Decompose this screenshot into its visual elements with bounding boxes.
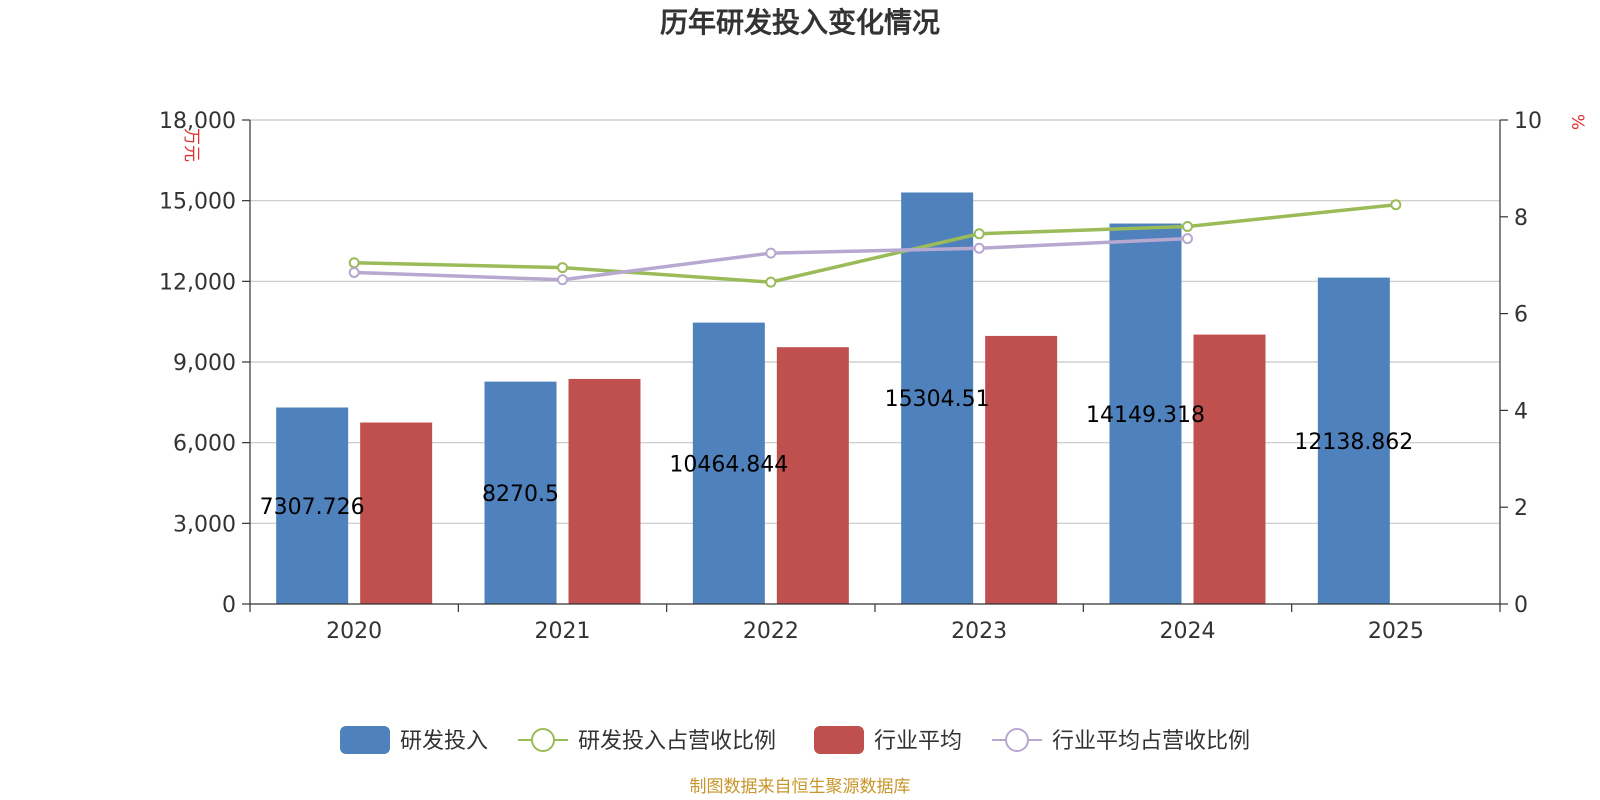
y-right-tick-label: 2	[1514, 496, 1528, 521]
chart-title: 历年研发投入变化情况	[660, 6, 940, 39]
line-point	[765, 276, 777, 288]
bar-data-label: 7307.726	[260, 495, 365, 520]
line-point	[1182, 233, 1193, 245]
line-point	[973, 228, 985, 240]
bar-data-label: 8270.5	[482, 482, 559, 507]
x-tick-label: 2024	[1160, 619, 1216, 644]
bar	[1193, 334, 1266, 604]
y-left-unit-label: 万元	[181, 128, 201, 162]
bar	[360, 422, 433, 604]
x-tick-label: 2020	[326, 619, 382, 644]
bar	[776, 347, 849, 604]
legend-label: 行业平均	[874, 729, 962, 754]
y-right-tick-label: 4	[1514, 399, 1528, 424]
data-labels: 7307.726 8270.5 10464.844 15304.51 14149.318…	[260, 387, 1414, 520]
bar	[1109, 223, 1182, 604]
legend-label: 行业平均占营收比例	[1052, 729, 1250, 754]
line-point	[557, 262, 568, 274]
legend-swatch	[814, 726, 864, 754]
legend-marker	[1005, 728, 1029, 752]
bar	[276, 407, 349, 604]
line-point	[1390, 199, 1402, 211]
y-left-tick-label: 0	[222, 593, 236, 618]
bar-data-label: 14149.318	[1086, 403, 1205, 428]
bar-data-label: 12138.862	[1294, 430, 1413, 455]
lines	[348, 199, 1402, 288]
legend-swatch	[340, 726, 390, 754]
line-point	[557, 274, 568, 286]
bars	[276, 192, 1390, 604]
line-point	[765, 247, 777, 259]
bar	[568, 378, 641, 604]
bar-data-label: 10464.844	[669, 452, 788, 477]
y-left-tick-label: 9,000	[173, 351, 236, 376]
gridlines	[250, 119, 1500, 524]
x-tick-label: 2023	[951, 619, 1007, 644]
line-point	[973, 242, 985, 254]
bar	[692, 322, 765, 604]
y-left-tick-label: 18,000	[159, 109, 236, 134]
bar	[1317, 277, 1390, 604]
bar	[901, 192, 974, 604]
line-point	[348, 266, 360, 278]
series-line	[354, 202, 1397, 284]
x-tick-label: 2022	[743, 619, 799, 644]
series-line	[354, 236, 1188, 282]
legend: 研发投入 研发投入占营收比例 行业平均 行业平均占营收比例	[340, 726, 1250, 754]
x-tick-label: 2025	[1368, 619, 1424, 644]
bar-data-label: 15304.51	[885, 387, 990, 412]
y-right-tick-label: 0	[1514, 593, 1528, 618]
y-right-unit-label: %	[1567, 114, 1587, 130]
bar	[985, 335, 1058, 604]
y-left-tick-label: 6,000	[173, 432, 236, 457]
source-note: 制图数据来自恒生聚源数据库	[690, 777, 911, 797]
legend-marker	[531, 728, 555, 752]
line-point	[1182, 220, 1193, 232]
axes: 0 3,000 6,000 9,000 12,000 15,000 18,000 0 2 4 6 8 1…	[159, 109, 1542, 644]
x-tick-label: 2021	[535, 619, 591, 644]
y-left-tick-label: 15,000	[159, 190, 236, 215]
legend-label: 研发投入	[400, 729, 488, 754]
y-right-tick-label: 10	[1514, 109, 1542, 134]
line-point	[348, 257, 360, 269]
legend-label: 研发投入占营收比例	[578, 729, 776, 754]
bar	[484, 381, 557, 604]
y-left-tick-label: 12,000	[159, 270, 236, 295]
y-left-tick-label: 3,000	[173, 512, 236, 537]
y-right-tick-label: 6	[1514, 303, 1528, 328]
y-right-tick-label: 8	[1514, 206, 1528, 231]
